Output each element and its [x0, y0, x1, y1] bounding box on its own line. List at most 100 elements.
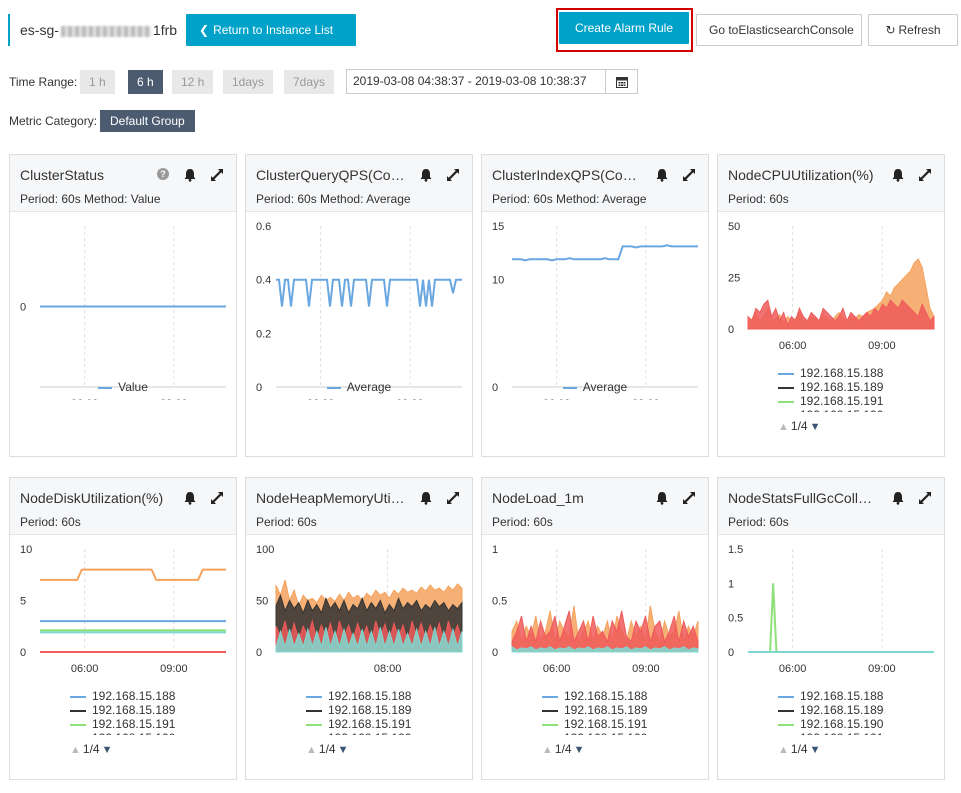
chart-legend[interactable]: Average [246, 380, 472, 394]
card-header: NodeStatsFullGcCollecti... Period: 60s [718, 478, 944, 535]
card-title: ClusterStatus [20, 167, 105, 183]
create-alarm-rule-button[interactable]: Create Alarm Rule [559, 12, 689, 44]
arrow-down-icon[interactable]: ▼ [573, 744, 585, 756]
bell-icon[interactable] [417, 165, 435, 183]
legend-item[interactable]: 192.168.15.190 [778, 717, 883, 731]
bell-icon[interactable] [889, 165, 907, 183]
legend-item[interactable]: 192.168.15.191 [778, 394, 883, 408]
date-range-input[interactable]: 2019-03-08 04:38:37 - 2019-03-08 10:38:3… [346, 69, 606, 94]
legend-item[interactable]: 192.168.15.191 [542, 717, 647, 731]
legend-label: 192.168.15.188 [328, 689, 412, 703]
arrow-up-icon[interactable]: ▲ [70, 744, 81, 756]
legend-label: 192.168.15.188 [564, 689, 648, 703]
chart-plot[interactable]: 0 06:00 09:00 [10, 212, 236, 400]
help-icon[interactable]: ? [157, 168, 169, 180]
y-tick-label: 0.2 [256, 328, 271, 340]
legend-label: 192.168.15.191 [328, 717, 412, 731]
expand-icon[interactable] [444, 165, 462, 183]
legend-swatch [542, 709, 558, 712]
legend-item[interactable]: 192.168.15.189 [778, 703, 883, 717]
y-tick-label: 0.5 [728, 613, 743, 625]
legend-item[interactable]: 192.168.15.189 [306, 703, 411, 717]
chart-plot[interactable]: 100 50 0 08:00 [246, 535, 472, 695]
legend-item[interactable]: 192.168.15.188 [542, 689, 647, 703]
arrow-up-icon[interactable]: ▲ [306, 744, 317, 756]
time-range-option-7days[interactable]: 7days [284, 70, 335, 94]
x-tick-label: 08:00 [374, 663, 402, 675]
pager-text: 1/4 [554, 742, 572, 756]
legend-item[interactable]: 192.168.15.188 [306, 689, 411, 703]
card-title: NodeLoad_1m [492, 490, 584, 506]
legend-label: 192.168.15.191 [800, 731, 883, 735]
legend-item[interactable]: 192.168.15.188 [778, 366, 883, 380]
legend-label: 192.168.15.191 [564, 717, 648, 731]
arrow-up-icon[interactable]: ▲ [542, 744, 553, 756]
arrow-down-icon[interactable]: ▼ [337, 744, 349, 756]
bell-icon[interactable] [889, 488, 907, 506]
expand-icon[interactable] [916, 165, 934, 183]
time-range-option-12h[interactable]: 12 h [172, 70, 214, 94]
y-tick-label: 0 [256, 647, 262, 659]
chart-legend[interactable]: Value [10, 380, 236, 394]
legend-item[interactable]: 192.168.15.190 [542, 731, 647, 735]
card-subtitle: Period: 60s Method: Average [256, 192, 411, 206]
expand-icon[interactable] [444, 488, 462, 506]
top-bar: es-sg- 1frb ❮ Return to Instance List Crea… [0, 0, 961, 60]
x-tick-label: 09:00 [868, 340, 896, 352]
metric-category-default-group[interactable]: Default Group [100, 110, 195, 132]
arrow-down-icon[interactable]: ▼ [809, 421, 821, 433]
legend-item[interactable]: 192.168.15.188 [778, 689, 883, 703]
metric-card: NodeLoad_1m Period: 60s 1 0.5 0 06:00 09:00 192… [481, 477, 709, 780]
legend-label: 192.168.15.188 [800, 689, 884, 703]
legend-item[interactable]: 192.168.15.190 [70, 731, 175, 735]
bell-icon[interactable] [181, 165, 199, 183]
expand-icon[interactable] [208, 165, 226, 183]
chart-plot[interactable]: 1.5 1 0.5 0 06:00 09:00 [718, 535, 944, 695]
chart-plot[interactable]: 0.6 0.4 0.2 0 06:00 09:00 [246, 212, 472, 400]
legend-item[interactable]: 192.168.15.188 [70, 689, 175, 703]
elasticsearch-console-button[interactable]: Go toElasticsearchConsole [696, 14, 862, 46]
y-tick-label: 10 [492, 275, 504, 287]
chart-plot[interactable]: 1 0.5 0 06:00 09:00 [482, 535, 708, 695]
time-range-option-6h[interactable]: 6 h [128, 70, 163, 94]
expand-icon[interactable] [208, 488, 226, 506]
expand-icon[interactable] [680, 165, 698, 183]
alarm-highlight-box [556, 8, 693, 52]
legend-item[interactable]: 192.168.15.190 [306, 731, 411, 735]
bell-icon[interactable] [181, 488, 199, 506]
y-tick-label: 0 [492, 382, 498, 394]
arrow-down-icon[interactable]: ▼ [809, 744, 821, 756]
legend-label: 192.168.15.190 [800, 408, 883, 412]
arrow-up-icon[interactable]: ▲ [778, 421, 789, 433]
legend-item[interactable]: 192.168.15.190 [778, 408, 883, 412]
arrow-down-icon[interactable]: ▼ [101, 744, 113, 756]
time-range-option-1h[interactable]: 1 h [80, 70, 115, 94]
bell-icon[interactable] [653, 165, 671, 183]
legend-item[interactable]: 192.168.15.191 [306, 717, 411, 731]
expand-icon[interactable] [916, 488, 934, 506]
chart-plot[interactable]: 50 25 0 06:00 09:00 [718, 212, 944, 372]
legend-item[interactable]: 192.168.15.189 [70, 703, 175, 717]
calendar-button[interactable] [605, 69, 638, 94]
legend-item[interactable]: 192.168.15.189 [778, 380, 883, 394]
legend-item[interactable]: 192.168.15.191 [70, 717, 175, 731]
legend-label: 192.168.15.191 [92, 717, 176, 731]
chart-plot[interactable]: 10 5 0 06:00 09:00 [10, 535, 236, 695]
bell-icon[interactable] [417, 488, 435, 506]
chart-plot[interactable]: 15 10 0 06:00 09:00 [482, 212, 708, 400]
legend-swatch [778, 723, 794, 726]
pager-text: 1/4 [82, 742, 100, 756]
chart-legend: 192.168.15.188 192.168.15.189 192.168.15.1… [482, 689, 708, 735]
legend-item[interactable]: 192.168.15.191 [778, 731, 883, 735]
arrow-up-icon[interactable]: ▲ [778, 744, 789, 756]
bell-icon[interactable] [653, 488, 671, 506]
legend-pager: ▲ 1/4 ▼ [306, 742, 348, 756]
expand-icon[interactable] [680, 488, 698, 506]
x-tick-label: 09:00 [868, 663, 896, 675]
return-to-list-button[interactable]: ❮ Return to Instance List [186, 14, 356, 46]
x-tick-label: 09:00 [396, 398, 424, 400]
legend-item[interactable]: 192.168.15.189 [542, 703, 647, 717]
refresh-button[interactable]: ↻ Refresh [868, 14, 958, 46]
time-range-option-1days[interactable]: 1days [223, 70, 274, 94]
chart-legend[interactable]: Average [482, 380, 708, 394]
